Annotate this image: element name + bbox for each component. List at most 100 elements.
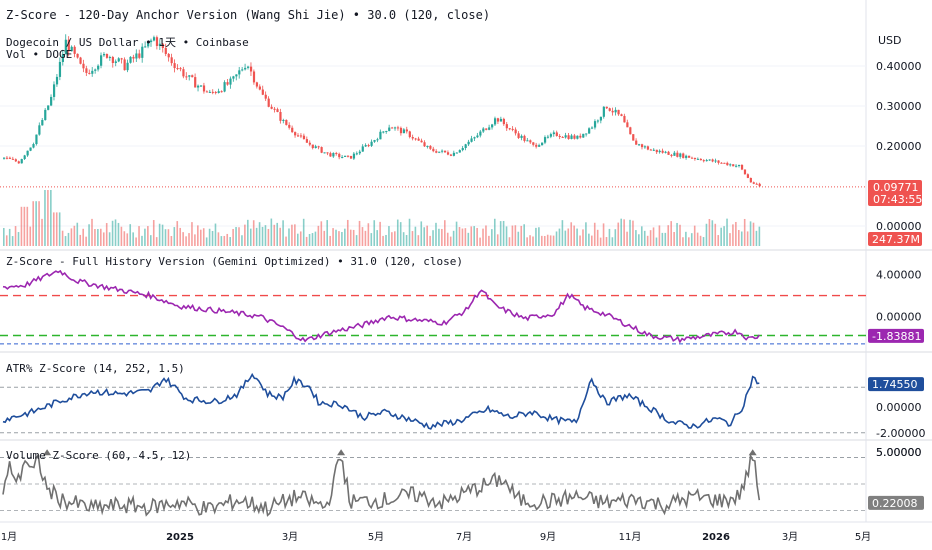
candle-body xyxy=(17,161,20,164)
candle-body xyxy=(388,127,391,131)
candle-body xyxy=(32,144,35,148)
candle-body xyxy=(391,127,394,129)
volume-bar xyxy=(635,230,637,246)
volume-bar xyxy=(141,235,143,246)
volume-bar xyxy=(596,229,599,246)
volume-bar xyxy=(738,229,740,246)
volume-bar xyxy=(202,228,205,246)
volume-bar xyxy=(288,228,290,246)
volume-bar xyxy=(155,237,158,246)
candle-body xyxy=(82,63,85,69)
candle-body xyxy=(699,158,702,161)
candle-body xyxy=(685,155,688,158)
volume-bar xyxy=(376,230,378,246)
volume-bar xyxy=(158,223,161,246)
candle-body xyxy=(588,128,591,134)
volume-bar xyxy=(308,233,311,246)
zscore-full-title[interactable]: Z-Score - Full History Version (Gemini O… xyxy=(6,255,463,268)
candle-body xyxy=(646,146,650,150)
candle-body xyxy=(188,75,191,77)
volume-bar xyxy=(567,228,570,246)
volume-bar xyxy=(617,222,620,246)
candle-body xyxy=(464,144,467,149)
candle-body xyxy=(455,152,458,154)
volume-spike-marker xyxy=(337,449,346,456)
candle-body xyxy=(676,152,679,157)
candle-body xyxy=(297,135,300,137)
volume-bar xyxy=(629,219,631,246)
indicator-value-badge xyxy=(868,377,924,392)
candle-body xyxy=(682,153,685,158)
volume-bar xyxy=(449,236,452,246)
volume-bar xyxy=(735,221,737,246)
indicator-tick-label: -2.00000 xyxy=(876,427,925,440)
candle-body xyxy=(723,162,726,164)
volume-bar xyxy=(335,229,337,246)
candle-body xyxy=(152,37,156,41)
volume-bar xyxy=(491,229,493,246)
volume-bar xyxy=(358,220,361,246)
candle-body xyxy=(349,155,353,159)
candle-body xyxy=(376,139,379,141)
candle-body xyxy=(211,91,214,93)
volume-bar xyxy=(743,218,746,246)
volume-bar xyxy=(32,201,34,246)
volume-bar xyxy=(640,226,643,246)
candle-body xyxy=(370,141,373,146)
price-tick-label: 0.00000 xyxy=(876,220,922,233)
candle-body xyxy=(117,58,120,62)
volume-bar xyxy=(299,231,302,246)
candle-body xyxy=(688,155,691,158)
candle-body xyxy=(570,135,573,139)
candle-body xyxy=(493,118,497,125)
candle-body xyxy=(114,61,117,64)
symbol-title[interactable]: Dogecoin / US Dollar • 1天 • Coinbase xyxy=(6,36,249,49)
volume-bar xyxy=(538,227,540,246)
candle-body xyxy=(523,135,526,141)
candle-body xyxy=(182,69,185,77)
candle-body xyxy=(44,109,47,120)
candle-body xyxy=(532,142,535,145)
candle-body xyxy=(267,98,270,107)
volume-bar xyxy=(217,232,220,246)
volume-bar xyxy=(626,231,628,246)
volume-bar xyxy=(452,230,455,246)
candle-body xyxy=(335,153,338,155)
volume-title[interactable]: Vol • DOGE xyxy=(6,48,73,61)
candle-body xyxy=(273,108,276,110)
candle-body xyxy=(505,124,508,129)
candle-body xyxy=(514,129,517,134)
candle-body xyxy=(673,152,676,156)
volume-bar xyxy=(11,236,14,246)
volume-bar xyxy=(326,220,328,246)
atr-zscore-title[interactable]: ATR% Z-Score (14, 252, 1.5) xyxy=(6,362,185,375)
volume-bar xyxy=(473,226,475,246)
candle-body xyxy=(76,53,79,58)
candle-body xyxy=(502,118,505,125)
volume-zscore-title[interactable]: Volume Z-Score (60, 4.5, 12) xyxy=(6,449,192,462)
volume-bar xyxy=(546,234,549,246)
volume-bar xyxy=(70,228,73,246)
candle-body xyxy=(279,111,282,121)
candle-body xyxy=(232,76,235,79)
candle-body xyxy=(373,140,376,142)
volume-bar xyxy=(696,232,699,246)
volume-bar xyxy=(458,227,461,246)
candle-body xyxy=(402,129,406,134)
candle-body xyxy=(3,157,6,159)
volume-bar xyxy=(279,227,281,246)
candle-body xyxy=(564,135,567,138)
volume-bar xyxy=(479,237,481,246)
volume-bar xyxy=(241,235,243,246)
volume-bar xyxy=(297,233,299,246)
candle-body xyxy=(5,157,9,159)
candle-body xyxy=(382,131,385,133)
volume-bar xyxy=(517,231,520,246)
indicator-line-1 xyxy=(2,269,760,344)
volume-bar xyxy=(85,236,87,246)
candle-body xyxy=(411,137,414,139)
volume-bar xyxy=(699,235,702,246)
volume-bar xyxy=(367,223,370,246)
time-tick-label: 2026 xyxy=(702,532,730,543)
